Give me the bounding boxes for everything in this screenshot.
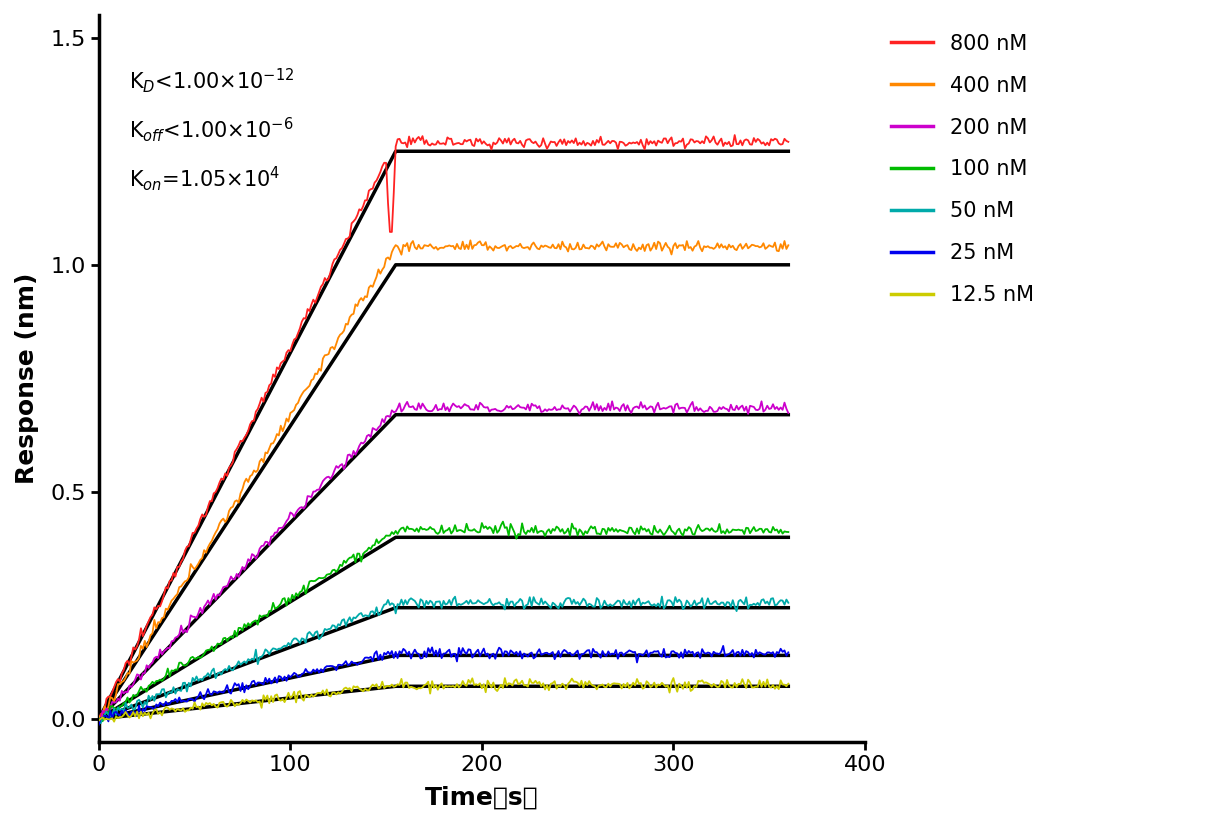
50 nM <box>112 705 127 715</box>
Line: 100 nM: 100 nM <box>99 521 789 721</box>
50 nM <box>701 593 716 603</box>
800 nM <box>91 714 106 724</box>
200 nM <box>91 714 106 724</box>
12.5 nM <box>112 712 127 722</box>
50 nM <box>655 592 669 601</box>
50 nM <box>94 719 108 728</box>
400 nM <box>221 506 236 516</box>
800 nM <box>220 471 235 481</box>
12.5 nM <box>509 674 523 684</box>
50 nM <box>486 601 500 610</box>
800 nM <box>111 674 125 684</box>
400 nM <box>91 711 106 721</box>
25 nM <box>781 648 796 658</box>
100 nM <box>511 529 526 539</box>
Y-axis label: Response (nm): Response (nm) <box>15 272 39 484</box>
12.5 nM <box>486 677 500 687</box>
12.5 nM <box>781 679 796 689</box>
100 nM <box>486 528 500 538</box>
200 nM <box>699 406 713 416</box>
Line: 50 nM: 50 nM <box>99 596 789 724</box>
400 nM <box>112 679 127 689</box>
800 nM <box>507 134 522 144</box>
Line: 25 nM: 25 nM <box>99 646 789 724</box>
100 nM <box>91 715 106 725</box>
100 nM <box>526 527 540 537</box>
200 nM <box>509 402 523 412</box>
50 nM <box>221 661 236 671</box>
200 nM <box>94 716 108 726</box>
X-axis label: Time（s）: Time（s） <box>425 786 539 810</box>
100 nM <box>781 527 796 537</box>
25 nM <box>522 648 537 658</box>
400 nM <box>94 714 108 724</box>
Legend: 800 nM, 400 nM, 200 nM, 100 nM, 50 nM, 25 nM, 12.5 nM: 800 nM, 400 nM, 200 nM, 100 nM, 50 nM, 2… <box>884 26 1042 313</box>
100 nM <box>221 633 236 643</box>
200 nM <box>112 695 127 705</box>
400 nM <box>488 241 503 251</box>
400 nM <box>464 235 478 245</box>
25 nM <box>697 648 712 658</box>
400 nM <box>701 241 716 251</box>
400 nM <box>526 238 540 248</box>
50 nM <box>509 598 523 608</box>
50 nM <box>525 601 539 611</box>
12.5 nM <box>525 678 539 688</box>
200 nM <box>525 398 539 408</box>
100 nM <box>95 716 110 726</box>
Line: 200 nM: 200 nM <box>99 401 789 721</box>
25 nM <box>484 650 499 660</box>
25 nM <box>91 719 106 729</box>
25 nM <box>507 649 522 659</box>
Line: 400 nM: 400 nM <box>99 240 789 719</box>
Line: 12.5 nM: 12.5 nM <box>99 678 789 722</box>
Line: 800 nM: 800 nM <box>99 135 789 719</box>
100 nM <box>495 516 510 526</box>
50 nM <box>91 716 106 726</box>
100 nM <box>701 524 716 534</box>
100 nM <box>112 701 127 711</box>
800 nM <box>781 137 796 147</box>
12.5 nM <box>221 700 236 710</box>
25 nM <box>111 710 125 719</box>
Text: K$_D$<1.00×10$^{-12}$
K$_{off}$<1.00×10$^{-6}$
K$_{on}$=1.05×10$^{4}$: K$_D$<1.00×10$^{-12}$ K$_{off}$<1.00×10$… <box>129 66 295 192</box>
12.5 nM <box>107 717 122 727</box>
12.5 nM <box>666 673 680 683</box>
800 nM <box>484 144 499 154</box>
25 nM <box>716 641 730 651</box>
200 nM <box>781 408 796 418</box>
200 nM <box>486 404 500 414</box>
200 nM <box>755 396 769 406</box>
200 nM <box>221 577 236 587</box>
50 nM <box>781 598 796 608</box>
25 nM <box>220 680 235 690</box>
12.5 nM <box>701 678 716 688</box>
400 nM <box>511 242 526 252</box>
800 nM <box>522 134 537 144</box>
800 nM <box>728 130 742 140</box>
400 nM <box>781 240 796 250</box>
800 nM <box>697 139 712 148</box>
12.5 nM <box>91 715 106 725</box>
